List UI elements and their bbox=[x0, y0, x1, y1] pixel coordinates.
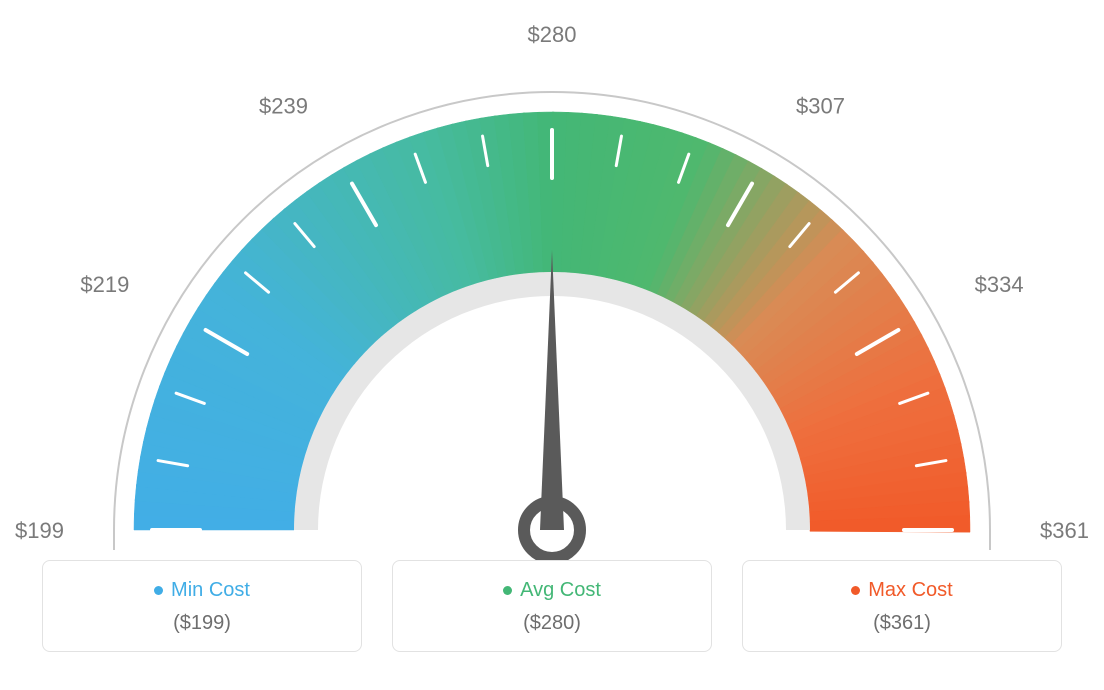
gauge-tick-label: $239 bbox=[259, 93, 308, 118]
legend-card-min: Min Cost ($199) bbox=[42, 560, 362, 652]
legend-value: ($361) bbox=[753, 612, 1051, 635]
legend-card-max: Max Cost ($361) bbox=[742, 560, 1062, 652]
gauge-tick-label: $280 bbox=[528, 22, 577, 47]
legend-card-avg: Avg Cost ($280) bbox=[392, 560, 712, 652]
gauge-tick-label: $307 bbox=[796, 93, 845, 118]
legend-dot-min bbox=[154, 586, 163, 595]
legend-row: Min Cost ($199) Avg Cost ($280) Max Cost ($36… bbox=[0, 560, 1104, 652]
legend-label: Avg Cost bbox=[520, 579, 601, 602]
legend-title-min: Min Cost bbox=[154, 579, 250, 602]
legend-label: Min Cost bbox=[171, 579, 250, 602]
gauge-tick-label: $334 bbox=[975, 272, 1024, 297]
gauge-tick-label: $199 bbox=[15, 518, 64, 543]
gauge-svg: $199 $219 $239 $280 $307 $334 $361 bbox=[0, 0, 1104, 560]
legend-title-avg: Avg Cost bbox=[503, 579, 601, 602]
gauge-tick-label: $219 bbox=[80, 272, 129, 297]
legend-value: ($280) bbox=[403, 612, 701, 635]
legend-title-max: Max Cost bbox=[851, 579, 952, 602]
legend-value: ($199) bbox=[53, 612, 351, 635]
gauge-tick-label: $361 bbox=[1040, 518, 1089, 543]
legend-dot-avg bbox=[503, 586, 512, 595]
gauge-chart: $199 $219 $239 $280 $307 $334 $361 bbox=[0, 0, 1104, 560]
legend-label: Max Cost bbox=[868, 579, 952, 602]
legend-dot-max bbox=[851, 586, 860, 595]
